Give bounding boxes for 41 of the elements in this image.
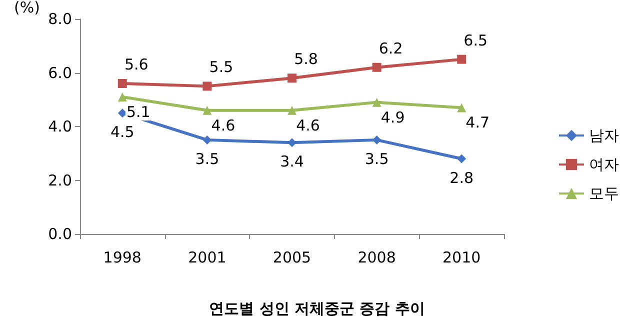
data-label: 3.4 [280,152,304,171]
y-tick-label: 6.0 [48,64,72,82]
point [372,98,382,107]
text: 연도별 성인 저체중군 증감 추이 [209,300,425,318]
data-label: 4.9 [380,108,405,126]
point [288,74,296,83]
data-label: 2.8 [450,168,474,187]
y-tick-label: 0.0 [48,225,72,243]
y-axis-title: (%) [14,0,40,16]
data-label: 4.6 [211,116,236,134]
x-tick-label: 2005 [272,248,312,266]
point [202,82,212,91]
x-tick-label: 2001 [188,248,226,266]
data-label: 3.5 [195,150,220,168]
y-tick-label: 2.0 [48,171,72,190]
data-label: 4.5 [110,123,134,142]
point [372,62,382,72]
data-label: 5.8 [294,50,318,68]
x-tick-label: 2010 [442,248,481,266]
y-tick-label: 8.0 [48,10,72,28]
point [202,106,212,115]
legend-label: 모두 [589,184,619,202]
point [457,103,466,112]
point [288,106,296,115]
x-tick-label: 1998 [103,248,142,266]
point [118,92,127,102]
data-label: 6.2 [378,39,403,58]
data-label: 5.5 [209,58,234,76]
data-label: 6.5 [464,31,488,50]
data-label: 3.5 [364,150,389,168]
data-label: 4.6 [296,116,320,134]
legend-label: 여자 [589,156,619,174]
legend-label: 남자 [589,126,619,144]
point [118,79,127,88]
point [457,54,466,64]
x-tick-label: 2008 [358,248,396,266]
y-tick-label: 4.0 [48,118,72,136]
data-label: 5.6 [124,56,148,74]
point [457,154,466,164]
data-label: 4.7 [466,114,490,132]
data-label: 5.1 [126,102,150,121]
